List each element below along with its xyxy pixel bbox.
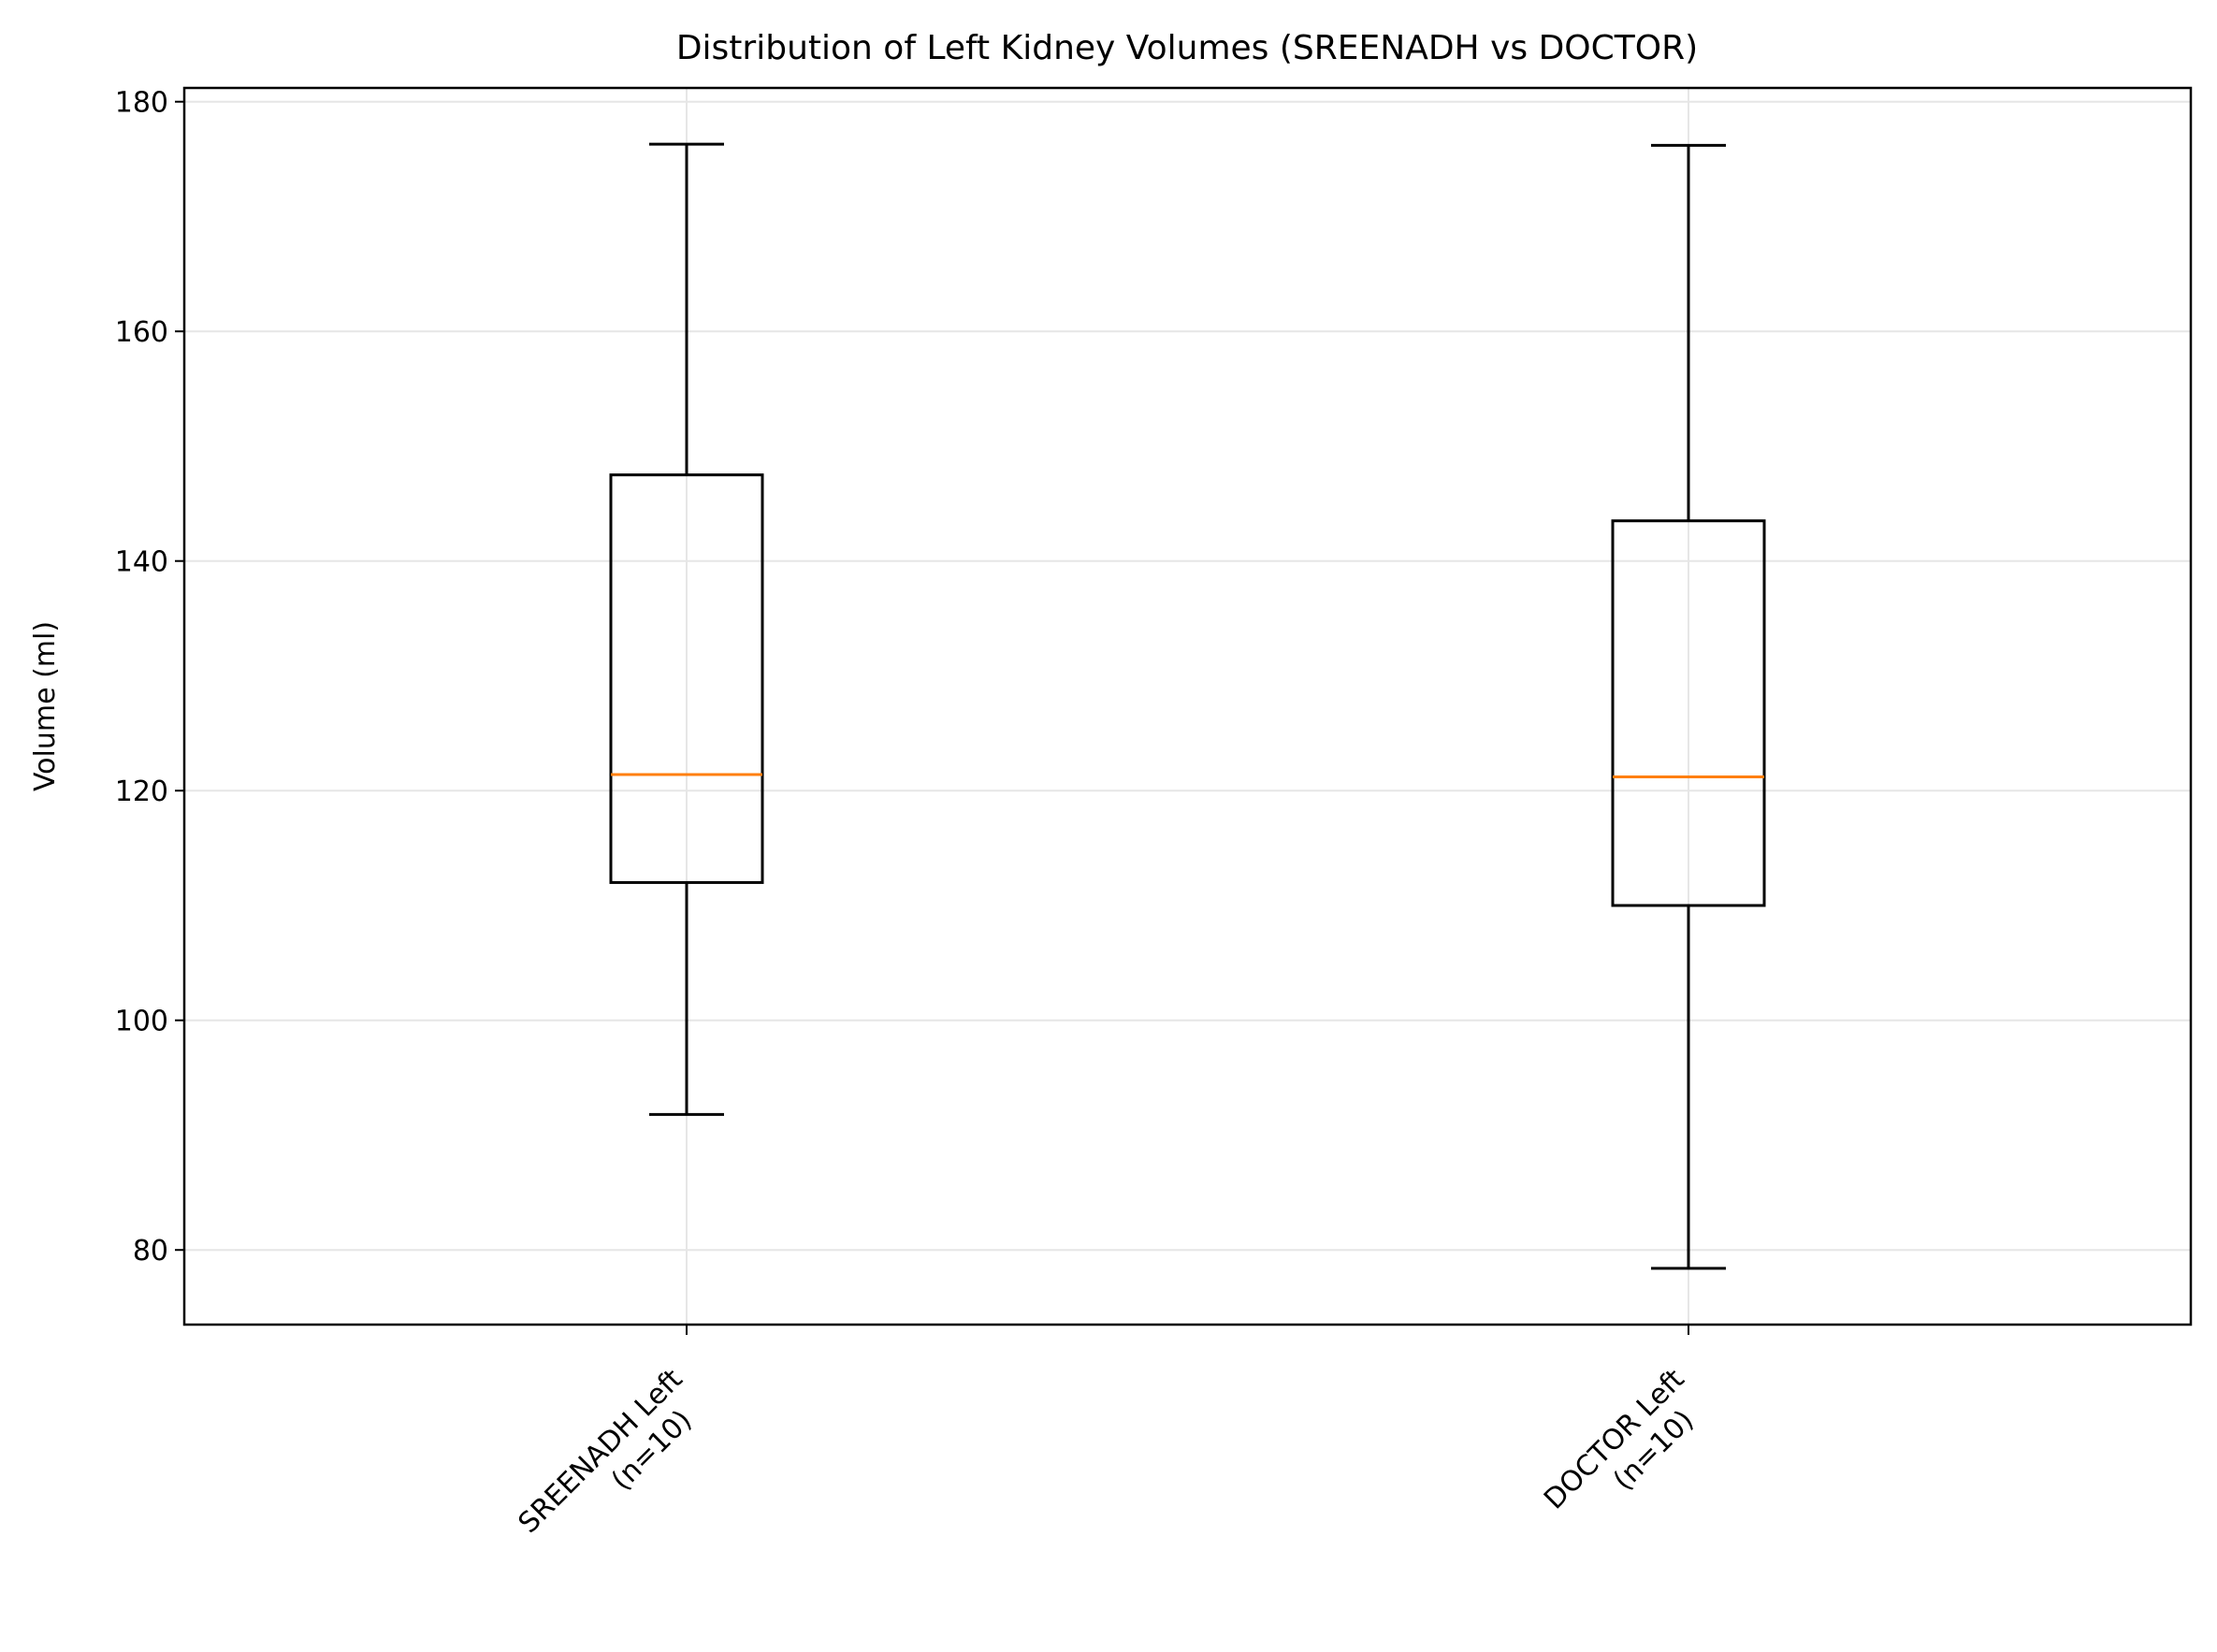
y-tick-label: 100 [115, 1006, 168, 1038]
iqr-box [609, 473, 764, 884]
chart-title: Distribution of Left Kidney Volumes (SRE… [676, 29, 1698, 67]
y-tick-label: 160 [115, 316, 168, 349]
plot-frame [182, 86, 2193, 1326]
y-tick-label: 80 [133, 1235, 168, 1268]
iqr-box [1611, 519, 1766, 907]
y-tick-label: 120 [115, 775, 168, 808]
y-tick-label: 140 [115, 546, 168, 579]
box-group [609, 142, 764, 1116]
y-axis-label: Volume (ml) [29, 621, 62, 791]
boxes [609, 142, 1766, 1270]
y-tick-label: 180 [115, 87, 168, 120]
box-group [1611, 143, 1766, 1270]
y-axis: 80 100 120 140 160 180 [115, 87, 184, 1268]
